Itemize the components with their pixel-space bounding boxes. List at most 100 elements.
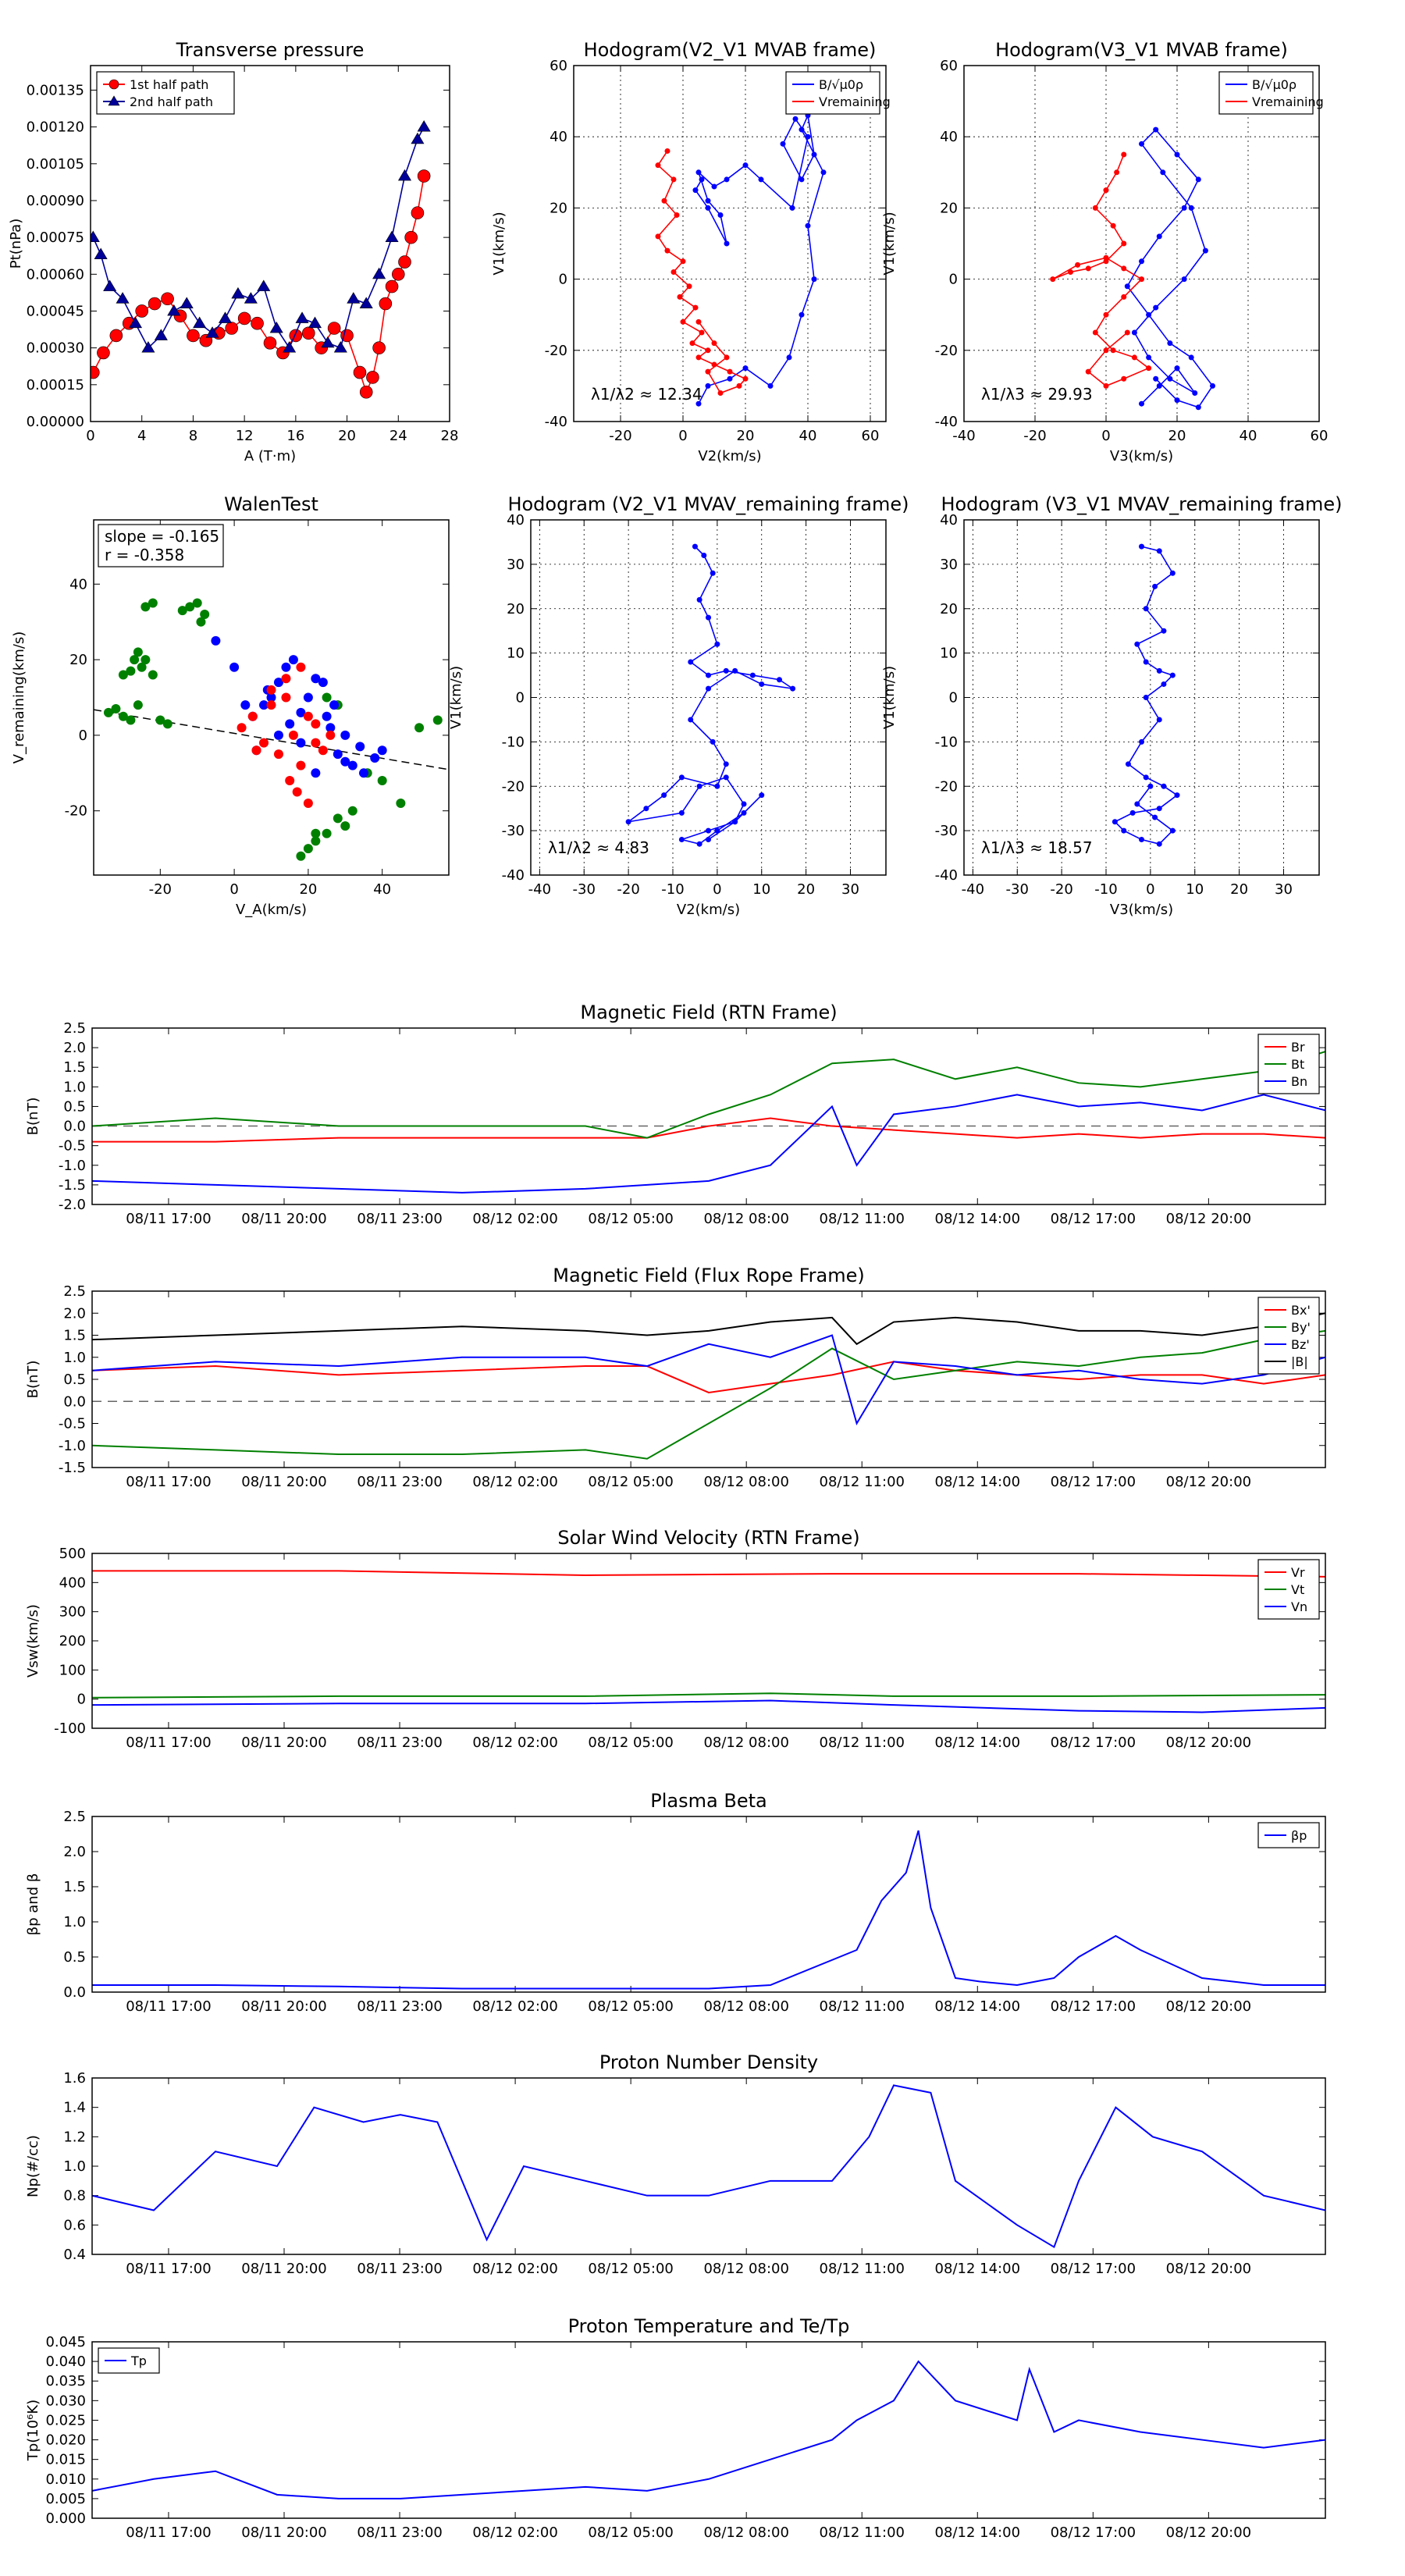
data-point	[244, 292, 258, 304]
data-point	[266, 700, 276, 710]
x-tick-label: 08/11 23:00	[357, 1998, 442, 2015]
x-tick-label: 08/12 11:00	[820, 1735, 905, 1751]
data-point	[196, 617, 206, 627]
data-point	[706, 614, 711, 621]
y-tick-label: 300	[59, 1604, 86, 1621]
y-axis-label: Vsw(km/s)	[25, 1604, 41, 1678]
x-tick-label: 08/12 14:00	[935, 2261, 1020, 2277]
data-point	[237, 311, 251, 326]
data-point	[1153, 304, 1159, 311]
chart-title: Hodogram(V3_V1 MVAB frame)	[995, 39, 1288, 61]
data-point	[701, 553, 707, 558]
data-point	[1139, 276, 1144, 283]
data-point	[674, 212, 680, 219]
data-point	[311, 719, 321, 729]
data-point	[692, 187, 699, 194]
x-tick-label: 8	[189, 428, 197, 444]
y-tick-label: -10	[935, 734, 958, 750]
data-point	[1103, 382, 1109, 389]
ratio-annotation: λ1/λ3 ≈ 18.57	[981, 838, 1093, 857]
x-tick-label: 60	[862, 428, 880, 444]
y-axis-label: V1(km/s)	[491, 212, 507, 275]
x-tick-label: 08/12 05:00	[588, 1998, 673, 2015]
series--b--line	[92, 1312, 1325, 1346]
data-point	[135, 304, 149, 318]
fit-line	[94, 709, 449, 770]
data-point	[805, 222, 811, 229]
x-tick-label: 20	[299, 881, 317, 898]
x-tick-label: 08/11 23:00	[357, 2524, 442, 2541]
data-point	[706, 685, 711, 692]
legend-box	[96, 71, 235, 115]
data-point	[759, 792, 765, 799]
data-point	[1167, 340, 1173, 347]
data-point	[723, 774, 729, 781]
x-tick-label: 40	[373, 881, 391, 898]
data-point	[91, 230, 100, 243]
x-tick-label: -40	[962, 881, 984, 898]
data-point	[792, 116, 799, 122]
data-layer	[94, 598, 449, 861]
data-point	[377, 775, 387, 785]
plot-frame	[93, 519, 450, 876]
data-point	[696, 841, 702, 847]
data-layer	[92, 2360, 1325, 2500]
x-tick-label: 08/12 08:00	[703, 1998, 788, 2015]
data-point	[680, 318, 686, 325]
legend: βp	[1257, 1822, 1320, 1848]
chart-hodo2: -40 -20 0 20 40 60 -40 -20 0 20 40 60 Hodogram(V3_V1…	[881, 39, 1328, 464]
x-tick-label: 08/12 05:00	[588, 1474, 673, 1490]
x-tick-label: 08/11 20:00	[241, 2524, 326, 2541]
legend-label: Bx'	[1291, 1303, 1311, 1318]
legend-label: B/√μ0ρ	[1252, 77, 1297, 92]
legend: Tp	[98, 2347, 160, 2374]
data-point	[714, 783, 720, 789]
series-vremaining-line	[656, 151, 747, 394]
x-tick-label: 30	[841, 881, 859, 898]
data-point	[340, 821, 350, 831]
y-tick-label: 1.5	[63, 1328, 86, 1344]
x-tick-label: -40	[952, 428, 975, 444]
data-point	[1124, 283, 1130, 290]
chart-title: Hodogram (V2_V1 MVAV_remaining frame)	[507, 493, 909, 515]
x-tick-label: -30	[573, 881, 596, 898]
y-tick-label: 2.5	[63, 1020, 86, 1037]
data-point	[1181, 276, 1187, 283]
legend: Br Bt Bn	[1257, 1034, 1320, 1094]
x-tick-label: 08/12 05:00	[588, 1735, 673, 1751]
chart-tp: 08/11 17:00 08/11 20:00 08/11 23:00 08/12 0…	[25, 2315, 1326, 2541]
data-point	[1156, 841, 1162, 847]
data-point	[688, 659, 694, 665]
y-tick-label: 0.005	[45, 2491, 86, 2507]
y-tick-label: -20	[502, 778, 525, 795]
data-point	[340, 730, 350, 740]
legend-box	[785, 71, 880, 115]
data-point	[391, 268, 405, 281]
data-point	[333, 813, 343, 824]
y-tick-label: 0.0	[63, 1393, 86, 1410]
series-tp-line	[92, 2360, 1325, 2500]
x-tick-label: 08/12 05:00	[588, 2261, 673, 2277]
data-point	[161, 292, 174, 306]
x-tick-label: 08/12 20:00	[1166, 1735, 1251, 1751]
data-point	[97, 346, 110, 360]
series-bt-line	[92, 1051, 1325, 1139]
data-point	[677, 294, 683, 300]
x-tick-label: 08/12 17:00	[1051, 2524, 1136, 2541]
data-point	[126, 715, 136, 725]
data-point	[1125, 761, 1131, 767]
x-tick-label: 60	[1311, 428, 1329, 444]
x-tick-label: -40	[528, 881, 551, 898]
legend-label: 2nd half path	[130, 94, 213, 109]
data-point	[1068, 269, 1073, 275]
data-point	[1174, 151, 1180, 158]
data-point	[699, 329, 705, 336]
data-point	[311, 828, 321, 838]
data-point	[231, 286, 245, 299]
legend-label: Vremaining	[819, 94, 891, 109]
x-tick-label: 0	[678, 428, 687, 444]
data-layer	[92, 1570, 1325, 1713]
series-bz--line	[92, 1334, 1325, 1426]
y-tick-label: -1.0	[59, 1438, 86, 1454]
data-point	[140, 602, 151, 612]
